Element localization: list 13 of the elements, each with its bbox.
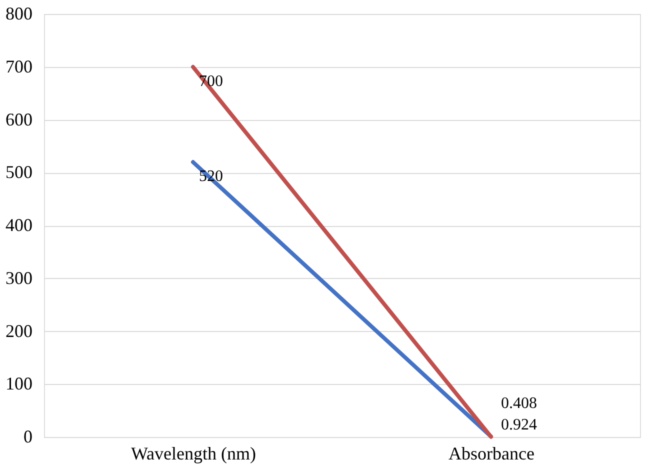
x-tick-label: Wavelength (nm) <box>130 444 256 464</box>
x-tick-label: Absorbance <box>448 444 534 464</box>
y-tick-label: 300 <box>6 268 32 288</box>
y-tick-label: 400 <box>6 215 32 235</box>
data-label: 0.408 <box>501 394 537 412</box>
y-tick-label: 500 <box>6 162 32 182</box>
y-tick-label: 600 <box>6 109 32 130</box>
y-tick-label: 200 <box>6 320 32 341</box>
y-tick-label: 800 <box>6 4 32 24</box>
data-label: 0.924 <box>501 416 537 434</box>
y-tick-label: 700 <box>6 56 32 76</box>
y-tick-label: 0 <box>24 426 32 446</box>
y-tick-label: 100 <box>6 374 32 394</box>
